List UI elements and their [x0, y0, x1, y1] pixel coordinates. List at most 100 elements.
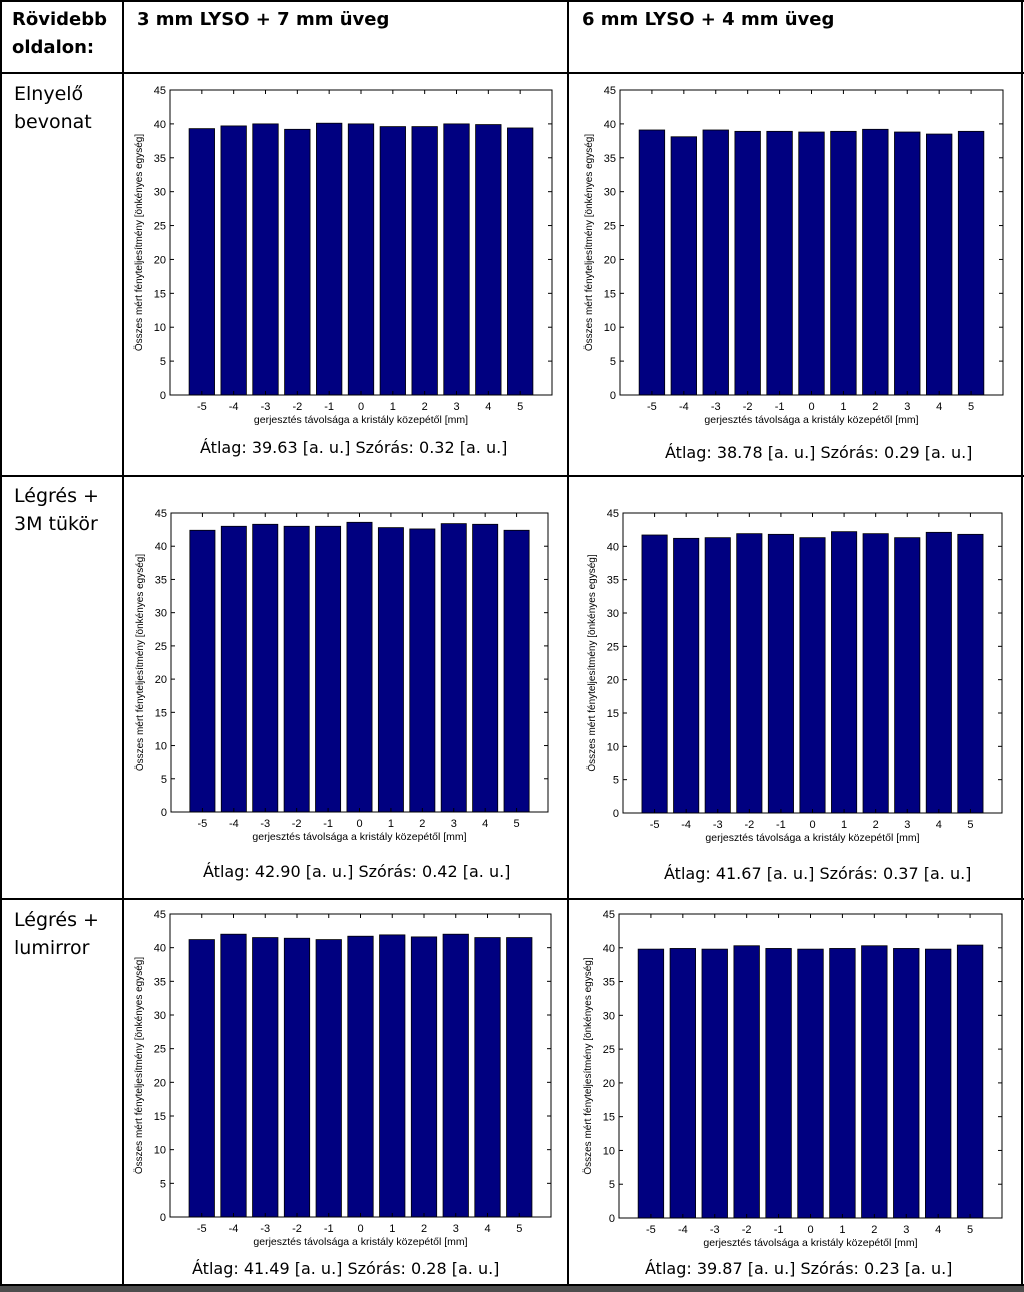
bar-r1-c2-1 — [670, 136, 697, 396]
x-tick-label-r1-c2-0: -5 — [647, 401, 657, 413]
bar-r2-c1-6 — [377, 527, 404, 813]
bar-r2-c2-0 — [641, 534, 668, 814]
x-tick-label-r2-c1-9: 4 — [482, 818, 488, 830]
bar-r1-c2-5 — [798, 131, 825, 396]
y-tick-label-r1-c2-9: 45 — [604, 85, 616, 97]
y-tick-label-r1-c1-9: 45 — [154, 85, 166, 97]
bottom-strip — [0, 1286, 1024, 1292]
x-tick-label-r3-c2-9: 4 — [935, 1224, 941, 1236]
corner-header: Rövidebb oldalon: — [12, 9, 107, 58]
y-tick-label-r2-c2-0: 0 — [613, 808, 619, 820]
bar-r1-c1-6 — [379, 126, 406, 396]
y-tick-label-r3-c1-7: 35 — [154, 976, 166, 988]
y-tick-label-r1-c2-6: 30 — [604, 187, 616, 199]
y-tick-label-r3-c1-9: 45 — [154, 909, 166, 921]
y-tick-label-r2-c1-4: 20 — [155, 674, 167, 686]
y-tick-label-r2-c2-1: 5 — [613, 775, 619, 787]
x-axis-label-r3-c2: gerjesztés távolsága a kristály közepétő… — [703, 1237, 917, 1249]
y-tick-label-r1-c2-2: 10 — [604, 322, 616, 334]
bar-r2-c2-6 — [831, 531, 858, 814]
column-header-2: 6 mm LYSO + 4 mm üveg — [582, 9, 835, 30]
bar-r1-c1-9 — [475, 124, 502, 396]
bar-r3-c2-5 — [797, 948, 824, 1219]
bar-r2-c2-2 — [704, 537, 731, 814]
y-tick-label-r2-c1-8: 40 — [155, 541, 167, 553]
bar-r1-c1-3 — [284, 128, 311, 396]
x-tick-label-r3-c1-9: 4 — [484, 1223, 490, 1235]
y-tick-label-r3-c2-0: 0 — [609, 1213, 615, 1225]
bar-r2-c1-3 — [283, 525, 310, 813]
bar-r2-c1-0 — [189, 529, 216, 813]
bar-r2-c1-4 — [315, 525, 342, 813]
y-tick-label-r3-c2-4: 20 — [603, 1078, 615, 1090]
bar-r2-c1-7 — [409, 528, 436, 813]
bar-r2-c2-1 — [673, 537, 700, 814]
table-divider-row2 — [0, 475, 1024, 477]
bar-r3-c1-1 — [220, 933, 247, 1218]
x-tick-label-r3-c1-1: -4 — [229, 1223, 239, 1235]
y-tick-label-r2-c1-1: 5 — [161, 774, 167, 786]
table-border-right — [1021, 0, 1023, 1286]
x-tick-label-r1-c2-4: -1 — [775, 401, 785, 413]
bar-r2-c2-4 — [767, 533, 794, 814]
table-divider-row3 — [0, 898, 1024, 900]
table-border-bottom — [0, 1284, 1024, 1286]
y-tick-label-r2-c1-6: 30 — [155, 608, 167, 620]
stats-r2-c2: Átlag: 41.67 [a. u.] Szórás: 0.37 [a. u.… — [664, 864, 972, 883]
x-tick-label-r3-c2-8: 3 — [903, 1224, 909, 1236]
x-tick-label-r1-c1-4: -1 — [324, 401, 334, 413]
y-tick-label-r3-c1-5: 25 — [154, 1044, 166, 1056]
x-tick-label-r3-c1-7: 2 — [421, 1223, 427, 1235]
y-tick-label-r2-c2-7: 35 — [607, 575, 619, 587]
bar-r1-c1-2 — [252, 123, 279, 396]
x-tick-label-r3-c2-1: -4 — [678, 1224, 688, 1236]
bar-r3-c1-6 — [379, 934, 406, 1218]
x-tick-label-r2-c2-0: -5 — [650, 819, 660, 831]
column-header-1: 3 mm LYSO + 7 mm üveg — [137, 9, 390, 30]
x-tick-label-r2-c1-4: -1 — [323, 818, 333, 830]
y-tick-label-r1-c1-6: 30 — [154, 187, 166, 199]
row-header-2: Légrés + 3M tükör — [14, 485, 99, 535]
x-tick-label-r1-c1-0: -5 — [197, 401, 207, 413]
y-axis-label-r2-c2: Összes mért fényteljesítmény [önkényes e… — [586, 554, 598, 772]
y-tick-label-r2-c2-3: 15 — [607, 708, 619, 720]
bar-r3-c1-4 — [315, 939, 342, 1218]
bar-r1-c2-4 — [766, 130, 793, 396]
x-tick-label-r2-c1-2: -3 — [260, 818, 270, 830]
x-tick-label-r3-c1-4: -1 — [324, 1223, 334, 1235]
x-tick-label-r3-c2-3: -2 — [742, 1224, 752, 1236]
y-tick-label-r1-c2-4: 20 — [604, 254, 616, 266]
x-tick-label-r1-c1-9: 4 — [485, 401, 491, 413]
y-tick-label-r2-c2-8: 40 — [607, 541, 619, 553]
x-tick-label-r1-c2-8: 3 — [904, 401, 910, 413]
y-tick-label-r1-c2-1: 5 — [610, 356, 616, 368]
bar-r2-c1-1 — [220, 525, 247, 813]
stats-r3-c1: Átlag: 41.49 [a. u.] Szórás: 0.28 [a. u.… — [192, 1259, 500, 1278]
y-tick-label-r3-c2-6: 30 — [603, 1010, 615, 1022]
x-tick-label-r2-c2-9: 4 — [936, 819, 942, 831]
table-divider-row1 — [0, 72, 1024, 74]
x-tick-label-r3-c1-10: 5 — [516, 1223, 522, 1235]
y-tick-label-r3-c2-3: 15 — [603, 1112, 615, 1124]
x-axis-label-r3-c1: gerjesztés távolsága a kristály közepétő… — [253, 1236, 467, 1248]
bar-r1-c2-3 — [734, 130, 761, 396]
x-tick-label-r3-c1-6: 1 — [389, 1223, 395, 1235]
y-tick-label-r1-c2-0: 0 — [610, 390, 616, 402]
row-header-3: Légrés + lumirror — [14, 909, 99, 959]
x-tick-label-r3-c1-5: 0 — [357, 1223, 363, 1235]
y-tick-label-r3-c1-4: 20 — [154, 1077, 166, 1089]
bar-r3-c1-3 — [283, 937, 311, 1218]
y-tick-label-r1-c1-0: 0 — [160, 390, 166, 402]
x-tick-label-r1-c1-5: 0 — [358, 401, 364, 413]
x-tick-label-r1-c1-2: -3 — [261, 401, 271, 413]
bar-r3-c2-10 — [956, 944, 984, 1219]
x-tick-label-r1-c2-7: 2 — [872, 401, 878, 413]
x-tick-label-r2-c2-5: 0 — [809, 819, 815, 831]
x-tick-label-r1-c2-2: -3 — [711, 401, 721, 413]
x-tick-label-r2-c2-7: 2 — [873, 819, 879, 831]
bar-r1-c2-2 — [702, 129, 729, 396]
y-tick-label-r2-c1-9: 45 — [155, 508, 167, 520]
y-tick-label-r3-c1-1: 5 — [160, 1178, 166, 1190]
bar-r2-c2-5 — [799, 537, 826, 814]
